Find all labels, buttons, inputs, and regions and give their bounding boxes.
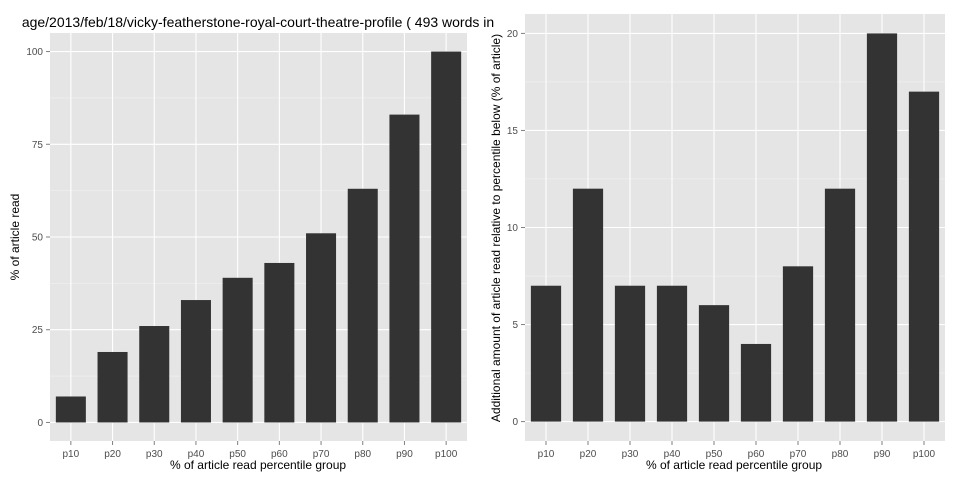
left-y-ticks: 0 25 50 75 100 — [26, 47, 50, 429]
left-x-tick-label: p80 — [354, 449, 371, 460]
right-bar-p20 — [572, 188, 604, 422]
right-bar-p90 — [866, 33, 898, 422]
left-y-tick-label: 100 — [26, 47, 43, 58]
left-x-tick-label: p30 — [146, 449, 163, 460]
right-x-axis-title: % of article read percentile group — [646, 458, 822, 472]
left-bar-p30 — [139, 326, 170, 423]
left-x-ticks: p10 p20 p30 p40 p50 p60 p70 p80 p90 p100 — [63, 441, 458, 460]
left-x-tick-label: p60 — [271, 449, 288, 460]
left-bar-p60 — [264, 262, 295, 423]
right-x-tick-label: p100 — [913, 449, 936, 460]
right-x-tick-label: p70 — [790, 449, 807, 460]
left-bar-p40 — [180, 300, 211, 423]
right-bar-p60 — [740, 343, 772, 422]
right-x-tick-label: p90 — [874, 449, 891, 460]
left-bar-p50 — [222, 277, 253, 423]
left-y-tick-label: 25 — [32, 325, 44, 336]
right-bar-p30 — [614, 285, 646, 422]
right-bar-p80 — [824, 188, 856, 422]
right-bar-p70 — [782, 266, 814, 422]
right-x-ticks: p10 p20 p30 p40 p50 p60 p70 p80 p90 p100 — [538, 441, 936, 460]
left-x-tick-label: p90 — [396, 449, 413, 460]
left-x-tick-label: p70 — [313, 449, 330, 460]
right-x-tick-label: p30 — [622, 449, 639, 460]
right-x-tick-label: p50 — [706, 449, 723, 460]
left-bar-p90 — [389, 114, 420, 423]
right-x-tick-label: p40 — [664, 449, 681, 460]
left-bar-p80 — [347, 188, 378, 423]
left-bar-p70 — [306, 233, 337, 423]
right-y-tick-label: 15 — [507, 126, 519, 137]
left-y-tick-label: 0 — [37, 418, 43, 429]
right-bar-p40 — [656, 285, 688, 422]
right-y-tick-label: 5 — [512, 320, 518, 331]
right-bar-p10 — [530, 285, 562, 422]
left-x-tick-label: p100 — [435, 449, 458, 460]
right-x-tick-label: p10 — [538, 449, 555, 460]
right-y-axis-title: Additional amount of article read relati… — [489, 34, 503, 422]
left-y-tick-label: 50 — [32, 233, 44, 244]
right-y-ticks: 0 5 10 15 20 — [507, 29, 525, 428]
left-x-tick-label: p50 — [229, 449, 246, 460]
right-x-tick-label: p60 — [748, 449, 765, 460]
right-y-tick-label: 0 — [512, 417, 518, 428]
right-bars — [530, 33, 940, 422]
right-y-tick-label: 20 — [507, 29, 519, 40]
right-chart: 0 5 10 15 20 p10 p20 p30 p40 p50 p60 p70 p80 p90 p100… — [489, 14, 945, 472]
left-bars — [55, 51, 462, 423]
left-x-tick-label: p20 — [104, 449, 121, 460]
right-x-tick-label: p80 — [832, 449, 849, 460]
left-x-axis-title: % of article read percentile group — [170, 458, 346, 472]
right-bar-p100 — [908, 91, 940, 422]
left-y-tick-label: 75 — [32, 140, 44, 151]
left-x-tick-label: p10 — [63, 449, 80, 460]
left-x-tick-label: p40 — [188, 449, 205, 460]
left-bar-p10 — [55, 396, 86, 423]
left-chart-title: age/2013/feb/18/vicky-featherstone-royal… — [22, 14, 494, 30]
left-y-axis-title: % of article read — [8, 194, 22, 281]
left-bar-p100 — [431, 51, 462, 423]
right-y-tick-label: 10 — [507, 223, 519, 234]
left-bar-p20 — [97, 351, 128, 423]
right-x-tick-label: p20 — [580, 449, 597, 460]
right-bar-p50 — [698, 305, 730, 422]
